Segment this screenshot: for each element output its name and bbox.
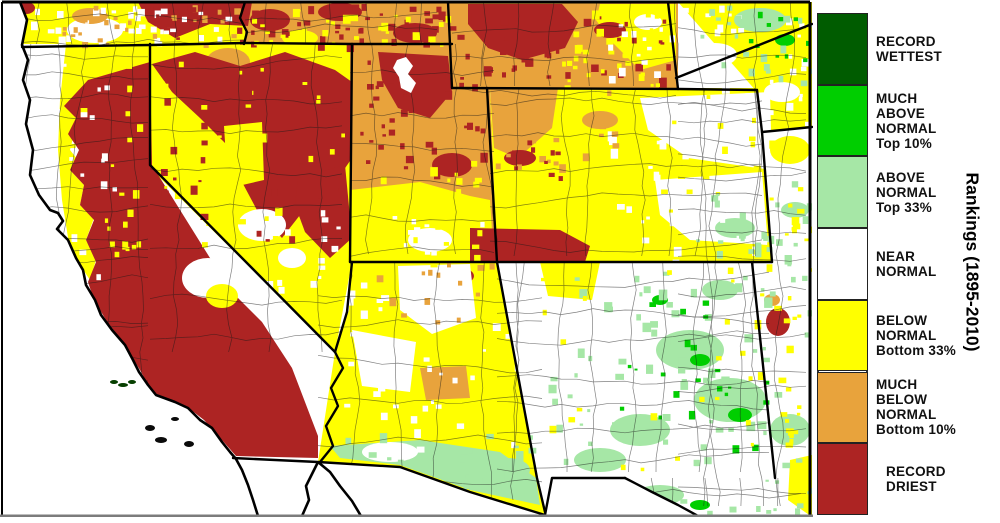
island-1 — [118, 383, 128, 387]
legend-swatch-below-normal — [817, 299, 868, 372]
patch-ut-white-s — [408, 228, 452, 252]
island-6 — [184, 441, 194, 447]
patch-nv-s-white2 — [278, 248, 306, 268]
legend-swatch-much-below-normal — [817, 371, 868, 444]
patch-wy-red — [468, 4, 578, 60]
patch-ks-yellow — [770, 136, 810, 164]
legend-label-much-above-normal: MUCH ABOVE NORMAL Top 10% — [876, 90, 937, 151]
legend-label-above-normal: ABOVE NORMAL Top 33% — [876, 169, 937, 215]
map-svg — [0, 0, 814, 519]
island-5 — [171, 417, 179, 421]
patch-co-red-nw — [504, 150, 536, 166]
patch-ne-white2 — [764, 82, 800, 102]
patch-nm-green-ne — [702, 280, 738, 300]
legend-swatch-above-normal — [817, 156, 868, 229]
legend-swatch-record-driest — [817, 443, 868, 515]
legend-label-near-normal: NEAR NORMAL — [876, 249, 937, 279]
legend-swatch-column — [817, 13, 868, 515]
patch-ks-green — [781, 202, 809, 218]
precipitation-rankings-map — [0, 0, 814, 519]
island-3 — [145, 425, 155, 431]
patch-az-orange-c — [420, 366, 470, 400]
patch-ne-green-tr — [734, 8, 786, 32]
patch-co-green-se — [715, 218, 755, 238]
coastline — [18, 1, 363, 517]
legend-label-below-normal: BELOW NORMAL Bottom 33% — [876, 313, 957, 359]
island-2 — [128, 380, 136, 384]
legend-title: Rankings (1895-2010) — [962, 172, 983, 352]
patch-nv-s-white1 — [238, 209, 286, 241]
patch-id-red1 — [250, 9, 290, 31]
patch-az-white-n — [398, 264, 476, 334]
patch-tx-yellow-br — [788, 455, 812, 517]
patch-or-white — [67, 17, 123, 43]
patch-tx-bright-s — [690, 500, 710, 510]
patch-nm-bright1 — [690, 354, 710, 366]
island-0 — [110, 380, 118, 384]
land-fill-layer — [20, 2, 812, 517]
speckle-layer — [31, 4, 812, 517]
island-4 — [155, 437, 167, 443]
legend-swatch-near-normal — [817, 228, 868, 300]
legend-label-much-below-normal: MUCH BELOW NORMAL Bottom 10% — [876, 377, 957, 438]
legend-swatch-record-wettest — [817, 13, 868, 85]
patch-owens-yellow — [206, 284, 238, 308]
patch-ok-red — [766, 308, 790, 336]
legend-swatch-much-above-normal — [817, 84, 868, 157]
patch-ut-red-se — [432, 153, 472, 177]
legend-label-record-driest: RECORD DRIEST — [886, 464, 946, 495]
patch-ut-yellow-s — [350, 182, 494, 262]
patch-sanjuan-red — [470, 228, 590, 262]
patch-nm-green-c — [610, 414, 670, 446]
patch-co-orange-c — [582, 111, 618, 129]
patch-nm-green-s — [574, 448, 626, 472]
state-borders — [20, 0, 814, 519]
great-salt-lake — [393, 57, 416, 93]
legend-label-record-wettest: RECORD WETTEST — [876, 33, 942, 64]
